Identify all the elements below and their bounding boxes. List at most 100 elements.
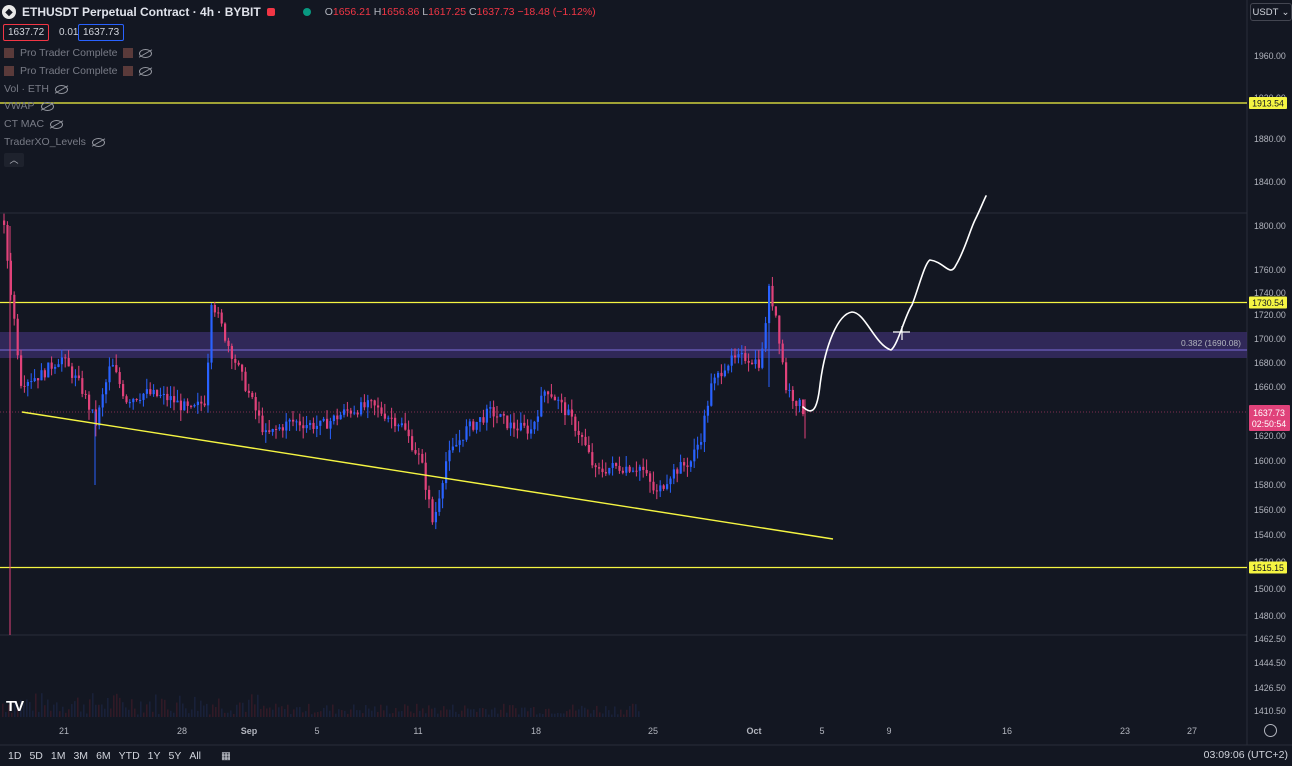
tradingview-logo[interactable]: TV [6,698,24,715]
candle-body [111,365,114,367]
candle-body [761,348,764,368]
candle-body [74,375,77,378]
volume-bar [506,712,508,717]
hidden-eye-icon[interactable] [91,137,105,147]
candle-body [159,394,162,397]
hidden-eye-icon[interactable] [139,66,153,76]
sell-button[interactable]: 1637.72 [3,24,50,41]
volume-bar [440,710,442,717]
timeframe-3m[interactable]: 3M [73,749,89,762]
hidden-eye-icon[interactable] [139,48,153,58]
candle-body [744,353,747,361]
candle-body [237,362,240,365]
collapse-legend-button[interactable]: ︿ [4,153,24,167]
timeframe-all[interactable]: All [189,749,202,762]
candle-body [176,400,179,403]
clock-readout[interactable]: 03:09:06 (UTC+2) [1203,749,1288,761]
indicator-traderxo-levels[interactable]: TraderXO_Levels [4,134,105,150]
volume-bar [527,711,529,717]
candle-body [635,470,638,472]
volume-bar [431,708,433,717]
timeframe-1d[interactable]: 1D [8,749,22,762]
timeframe-6m[interactable]: 6M [96,749,111,762]
volume-bar [455,711,457,717]
volume-bar [302,712,304,717]
candle-body [105,382,108,395]
candle-body [778,315,781,344]
candle-body [781,343,784,363]
hidden-eye-icon[interactable] [50,119,64,129]
hidden-eye-icon[interactable] [54,84,68,94]
candle-body [581,434,584,437]
timeframe-5y[interactable]: 5Y [168,749,182,762]
candle-body [747,360,750,363]
level-price-tag [1249,97,1287,109]
candle-body [560,399,563,403]
candle-body [451,446,454,451]
candle-body [615,463,618,466]
indicator-vol[interactable]: Vol · ETH [4,81,68,97]
volume-bar [86,713,88,717]
indicator-pro-trader-1[interactable]: Pro Trader Complete [4,45,153,61]
indicator-pro-trader-2[interactable]: Pro Trader Complete [4,63,153,79]
timeframe-5d[interactable]: 5D [29,749,43,762]
candle-body [9,260,12,295]
trendline[interactable] [21,411,834,540]
timeframe-1y[interactable]: 1Y [147,749,161,762]
candle-body [264,430,267,433]
volume-bar [434,707,436,717]
volume-bar [122,702,124,717]
candle-body [152,389,155,395]
volume-bar [593,709,595,717]
candle-body [254,397,257,411]
candle-body [47,362,50,378]
candle-body [754,359,757,365]
buy-button[interactable]: 1637.73 [78,24,125,41]
candle-body [574,416,577,431]
volume-bar [41,693,43,717]
indicator-vwap[interactable]: VWAP [4,98,54,114]
volume-bar [263,705,265,717]
calendar-range-icon[interactable]: ▦ [221,749,231,762]
candle-body [268,430,271,432]
indicator-ct-mac[interactable]: CT MAC [4,116,64,132]
candle-body [363,402,366,408]
volume-bar [140,701,142,717]
volume-bar [629,706,631,717]
projection-drawing[interactable] [802,195,987,412]
symbol-title[interactable]: ETHUSDT Perpetual Contract · 4h · BYBIT [22,5,261,19]
volume-bar [119,697,121,717]
candle-body [244,371,247,391]
volume-bar [188,713,190,717]
volume-bar [203,705,205,717]
candle-body [540,395,543,417]
candle-body [611,463,614,468]
volume-bar [614,706,616,717]
timeframe-ytd[interactable]: YTD [118,749,140,762]
volume-bar [161,698,163,717]
volume-bar [290,714,292,717]
volume-bar [26,699,28,717]
candle-body [139,399,142,401]
time-tick-label: 28 [177,726,187,736]
price-tick-label: 1426.50 [1254,683,1286,693]
volume-bar [383,710,385,717]
volume-bar [218,698,220,717]
candle-body [247,390,250,393]
volume-bar [611,714,613,717]
volume-bar [545,709,547,717]
volume-bar [215,707,217,717]
hidden-eye-icon[interactable] [40,101,54,111]
timeframe-1m[interactable]: 1M [50,749,66,762]
candle-body [54,366,57,369]
currency-select[interactable]: USDT ⌄ [1250,3,1292,21]
volume-bar [77,697,79,717]
volume-bar [197,710,199,717]
volume-bar [233,713,235,717]
candle-body [162,393,165,395]
settings-gear-icon[interactable] [1264,724,1277,737]
price-tick-label: 1540.00 [1254,530,1286,540]
price-tick-label: 1700.00 [1254,334,1286,344]
volume-bar [53,704,55,717]
